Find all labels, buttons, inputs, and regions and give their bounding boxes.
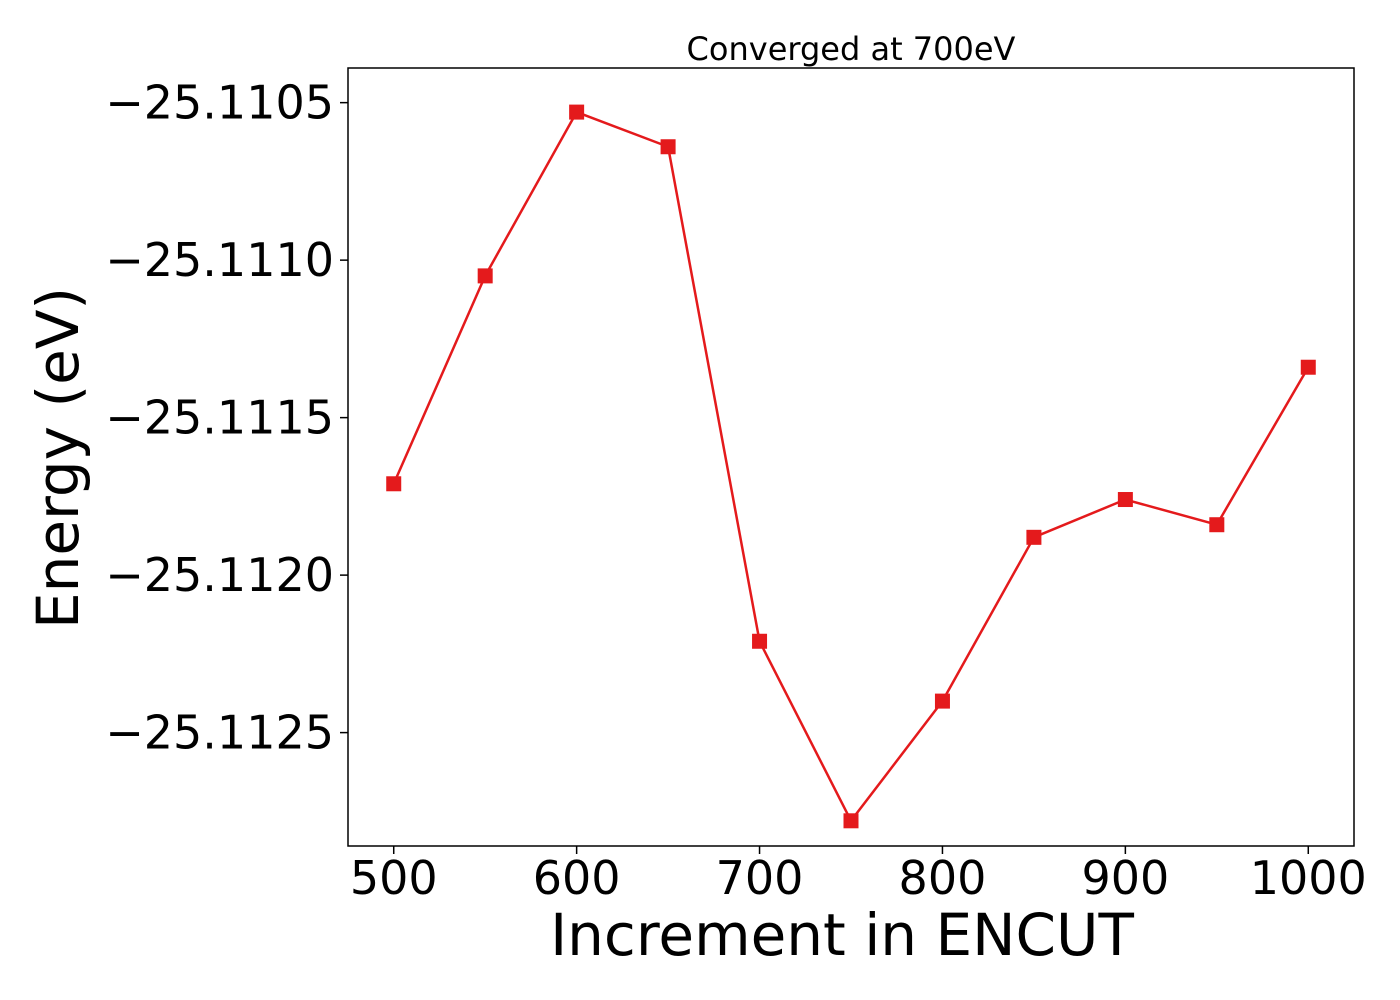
chart-title: Converged at 700eV [687,30,1016,68]
y-tick-label: −25.1120 [105,548,334,602]
x-tick-label: 700 [716,851,804,905]
series-layer [386,104,1316,829]
data-point-marker [1300,359,1316,375]
data-point-marker [569,104,585,120]
data-point-marker [934,693,950,709]
x-axis: 500 600 700 800 900 1000 [350,846,1367,905]
data-point-marker [386,476,402,492]
y-tick-label: −25.1115 [105,391,334,445]
x-tick-label: 1000 [1250,851,1367,905]
y-tick-label: −25.1105 [105,76,334,130]
data-point-marker [752,633,768,649]
data-point-marker [843,813,859,829]
x-axis-label: Increment in ENCUT [550,901,1134,969]
data-point-marker [477,268,493,284]
y-axis-label: Energy (eV) [24,287,92,629]
y-tick-label: −25.1125 [105,706,334,760]
x-tick-label: 500 [350,851,438,905]
data-point-marker [1117,492,1133,508]
x-tick-label: 800 [899,851,987,905]
series-line [392,110,1310,823]
data-point-marker [660,139,676,155]
data-point-marker [1026,529,1042,545]
x-tick-label: 600 [533,851,621,905]
y-tick-label: −25.1110 [105,233,334,287]
y-axis: −25.1105 −25.1110 −25.1115 −25.1120 −25.1125 [105,76,348,760]
data-point-marker [1209,517,1225,533]
plot-area [347,67,1355,847]
x-tick-label: 900 [1081,851,1169,905]
